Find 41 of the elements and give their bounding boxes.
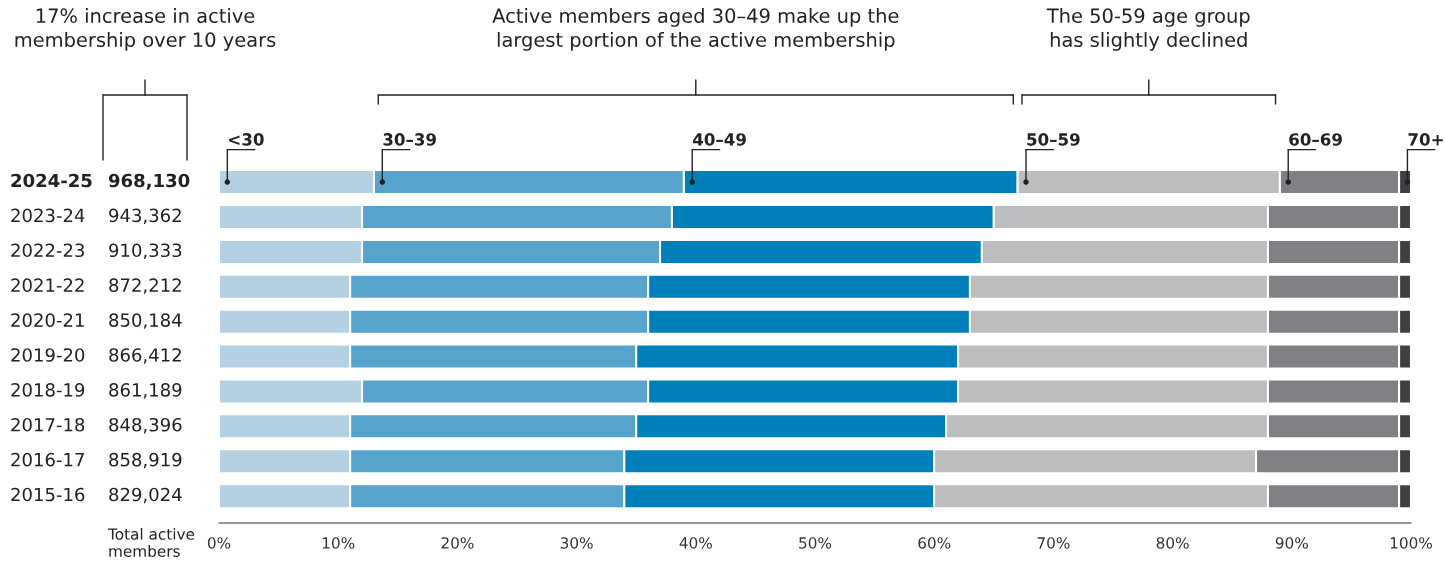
y-tick-label: 2015-16 — [11, 487, 85, 502]
x-tick-label: 0% — [207, 537, 231, 549]
text: 17% increase in active membership over 10 years — [15, 8, 276, 51]
series-label: 70+ — [1408, 133, 1443, 146]
text: 861,189 — [109, 383, 182, 399]
series-label: <30 — [229, 133, 264, 146]
x-tick-label: 90% — [1275, 537, 1308, 549]
text: 866,412 — [109, 348, 181, 364]
text: The 50-59 age group has slightly declined — [1046, 8, 1250, 51]
y-tick-label: 2016-17 — [11, 452, 84, 467]
text: 848,396 — [109, 417, 182, 434]
y-tick-label: 2022-23 — [11, 243, 84, 258]
x-tick-label: 30% — [560, 537, 593, 549]
x-tick-label: 70% — [1037, 537, 1070, 549]
text: 968,130 — [108, 173, 190, 190]
x-tick-label: 40% — [679, 537, 712, 549]
text: 858,919 — [109, 452, 182, 469]
x-tick-label: 60% — [918, 537, 951, 549]
series-label: 40–49 — [692, 133, 746, 146]
x-tick-label: 10% — [322, 537, 355, 549]
x-tick-label: 100% — [1390, 537, 1432, 549]
text: Total active members — [107, 528, 195, 557]
text: 829,024 — [109, 487, 182, 504]
text: 872,212 — [109, 278, 181, 294]
x-tick-label: 80% — [1156, 537, 1189, 549]
y-tick-label: 2020-21 — [11, 313, 84, 327]
y-tick-label: 2018-19 — [11, 383, 85, 397]
y-tick-label: 2023-24 — [11, 208, 85, 223]
y-tick-label: 2017-18 — [11, 417, 85, 432]
y-tick-label: 2019-20 — [11, 348, 85, 362]
text: 910,333 — [109, 243, 182, 259]
x-tick-label: 50% — [799, 537, 832, 549]
series-label: 30–39 — [383, 133, 436, 146]
series-label: 60–69 — [1289, 133, 1342, 146]
text: 850,184 — [109, 313, 182, 329]
series-label: 50–59 — [1027, 133, 1080, 146]
text: Active members aged 30–49 make up the largest portion of the active membership — [492, 8, 899, 51]
text: 943,362 — [109, 208, 181, 225]
y-tick-label: 2024-25 — [11, 173, 92, 188]
y-tick-label: 2021-22 — [11, 278, 84, 293]
x-tick-label: 20% — [441, 537, 474, 549]
